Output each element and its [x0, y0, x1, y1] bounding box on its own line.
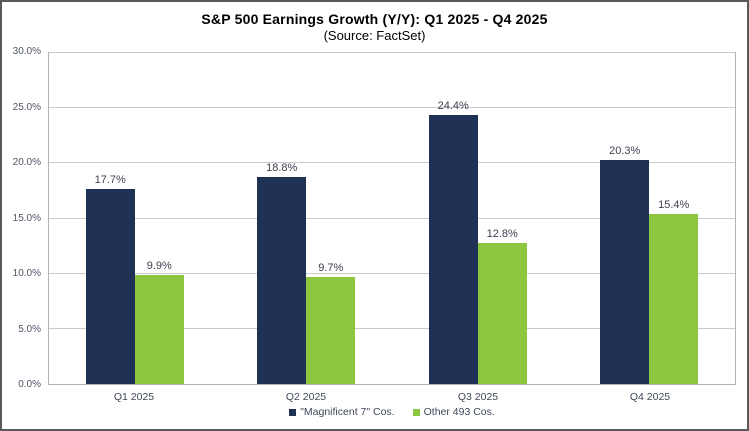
bar-value-label: 18.8% — [266, 161, 298, 174]
y-axis: 0.0% 5.0% 10.0% 15.0% 20.0% 25.0% 30.0% — [4, 46, 44, 390]
bars-layer: 17.7% 9.9% 18.8% 9.7% 24.4% 12.8% 20.3% 15.4% — [49, 53, 735, 384]
bar-group: 17.7% 9.9% — [49, 53, 221, 384]
gridline — [49, 217, 735, 219]
y-axis-tick-label: 30.0% — [12, 46, 41, 57]
gridline — [49, 272, 735, 274]
bar-wrapper: 24.4% — [428, 53, 478, 384]
bar-magnificent-7 — [600, 160, 650, 384]
plot-area: 17.7% 9.9% 18.8% 9.7% 24.4% 12.8% 20.3% 15.4% — [48, 52, 736, 385]
bar-value-label: 24.4% — [437, 99, 469, 112]
x-axis-tick-label: Q4 2025 — [629, 391, 671, 403]
bar-other-493 — [306, 276, 356, 384]
bar-value-label: 15.4% — [658, 199, 690, 212]
y-axis-tick-label: 0.0% — [18, 379, 41, 390]
bar-wrapper: 9.7% — [306, 53, 356, 384]
bar-value-label: 12.8% — [486, 227, 518, 240]
gridline — [49, 327, 735, 329]
bar-magnificent-7 — [85, 188, 135, 384]
gridline — [49, 52, 735, 53]
chart-subtitle: (Source: FactSet) — [323, 28, 426, 43]
gridline — [49, 162, 735, 164]
bar-value-label: 20.3% — [609, 145, 641, 158]
x-axis-tick-label: Q3 2025 — [457, 391, 499, 403]
x-axis: Q1 2025 Q2 2025 Q3 2025 Q4 2025 — [48, 387, 736, 403]
x-axis-tick-label: Q1 2025 — [113, 391, 155, 403]
y-axis-tick-label: 15.0% — [12, 212, 41, 224]
y-axis-tick-label: 10.0% — [12, 268, 41, 279]
legend-swatch — [289, 408, 297, 416]
bar-wrapper: 12.8% — [477, 53, 527, 384]
bar-group: 20.3% 15.4% — [564, 53, 736, 384]
legend: "Magnificent 7" Cos. Other 493 Cos. — [48, 406, 736, 418]
y-axis-tick-label: 5.0% — [18, 323, 41, 335]
legend-label: Other 493 Cos. — [423, 406, 495, 418]
y-axis-tick-label: 20.0% — [12, 157, 41, 168]
bar-magnificent-7 — [257, 176, 307, 384]
bar-other-493 — [477, 242, 527, 384]
bar-value-label: 9.7% — [318, 261, 344, 274]
legend-item-magnificent-7: "Magnificent 7" Cos. — [289, 406, 395, 418]
bar-value-label: 9.9% — [146, 259, 172, 272]
bar-value-label: 17.7% — [94, 173, 126, 186]
legend-swatch — [412, 408, 420, 416]
bar-wrapper: 17.7% — [85, 53, 135, 384]
legend-label: "Magnificent 7" Cos. — [300, 406, 395, 418]
bar-other-493 — [134, 274, 184, 384]
bar-wrapper: 18.8% — [257, 53, 307, 384]
x-axis-tick-label: Q2 2025 — [285, 391, 327, 403]
bar-wrapper: 15.4% — [649, 53, 699, 384]
bar-wrapper: 9.9% — [134, 53, 184, 384]
legend-item-other-493: Other 493 Cos. — [412, 406, 495, 418]
bar-group: 24.4% 12.8% — [392, 53, 564, 384]
gridline — [49, 107, 735, 109]
bar-other-493 — [649, 214, 699, 384]
bar-magnificent-7 — [428, 114, 478, 384]
chart-title: S&P 500 Earnings Growth (Y/Y): Q1 2025 -… — [201, 11, 548, 27]
bar-group: 18.8% 9.7% — [221, 53, 393, 384]
y-axis-tick-label: 25.0% — [12, 101, 41, 113]
bar-wrapper: 20.3% — [600, 53, 650, 384]
